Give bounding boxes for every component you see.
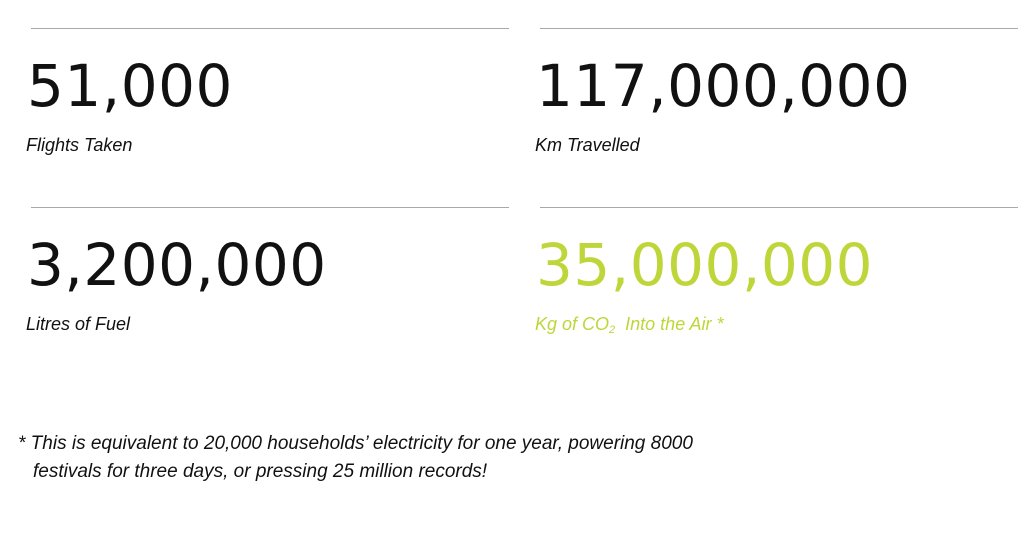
stat-value: 51,000 — [27, 52, 233, 120]
footnote: * This is equivalent to 20,000 household… — [18, 430, 838, 486]
stat-km-travelled: 117,000,000 Km Travelled — [535, 28, 1020, 156]
stat-label: Kg of CO2 Into the Air * — [535, 314, 1020, 336]
stat-flights-taken: 51,000 Flights Taken — [26, 28, 511, 156]
stat-value: 35,000,000 — [536, 231, 874, 299]
footnote-line-1: * This is equivalent to 20,000 household… — [18, 433, 693, 454]
stat-label: Litres of Fuel — [26, 314, 131, 334]
stat-label-prefix: Kg of CO — [535, 314, 610, 334]
footnote-line-2: festivals for three days, or pressing 25… — [33, 461, 488, 482]
stat-value: 3,200,000 — [27, 231, 327, 299]
stat-label-suffix: Into the Air * — [615, 314, 724, 334]
divider — [31, 207, 509, 208]
stat-label: Flights Taken — [26, 135, 133, 155]
stat-label: Km Travelled — [535, 135, 640, 155]
stat-co2-emissions: 35,000,000 Kg of CO2 Into the Air * — [535, 207, 1020, 336]
divider — [540, 28, 1018, 29]
stat-label-subscript: 2 — [609, 324, 616, 336]
divider — [540, 207, 1018, 208]
stat-litres-of-fuel: 3,200,000 Litres of Fuel — [26, 207, 511, 335]
stat-value: 117,000,000 — [536, 52, 911, 120]
divider — [31, 28, 509, 29]
